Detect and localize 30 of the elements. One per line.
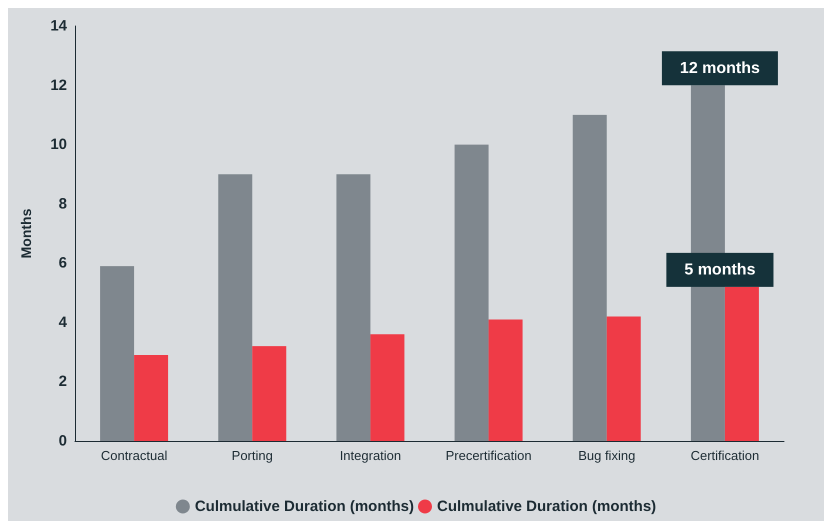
y-axis-title: Months [18, 208, 34, 258]
x-tick-label: Porting [232, 448, 273, 463]
y-tick-label: 2 [58, 373, 67, 390]
annotation: 5 months [684, 261, 756, 278]
bar [454, 144, 489, 441]
annotation: 12 months [680, 60, 760, 77]
bar [336, 174, 370, 441]
bar [370, 334, 404, 441]
legend-label: Culmulative Duration (months) [194, 498, 414, 515]
bar [134, 355, 168, 441]
x-tick-label: Contractual [100, 448, 168, 463]
y-tick-label: 10 [50, 136, 67, 154]
y-tick-label: 6 [58, 254, 67, 272]
bar [252, 346, 286, 441]
x-tick-label: Integration [340, 448, 402, 463]
y-tick-label: 4 [58, 314, 68, 331]
bar [606, 316, 641, 441]
y-tick-label: 14 [50, 18, 68, 34]
bar [100, 266, 134, 441]
y-tick-label: 12 [50, 76, 67, 94]
legend-label: Culmulative Duration (months) [437, 498, 656, 515]
bar [572, 114, 607, 441]
y-tick-label: 8 [58, 195, 67, 212]
x-tick-label: Bug fixing [578, 448, 636, 463]
bar [488, 319, 523, 441]
x-tick-label: Certification [690, 448, 760, 463]
x-tick-label: Precertification [446, 448, 532, 463]
bar [218, 174, 252, 441]
bar [724, 286, 759, 441]
y-tick-label: 0 [58, 432, 67, 450]
